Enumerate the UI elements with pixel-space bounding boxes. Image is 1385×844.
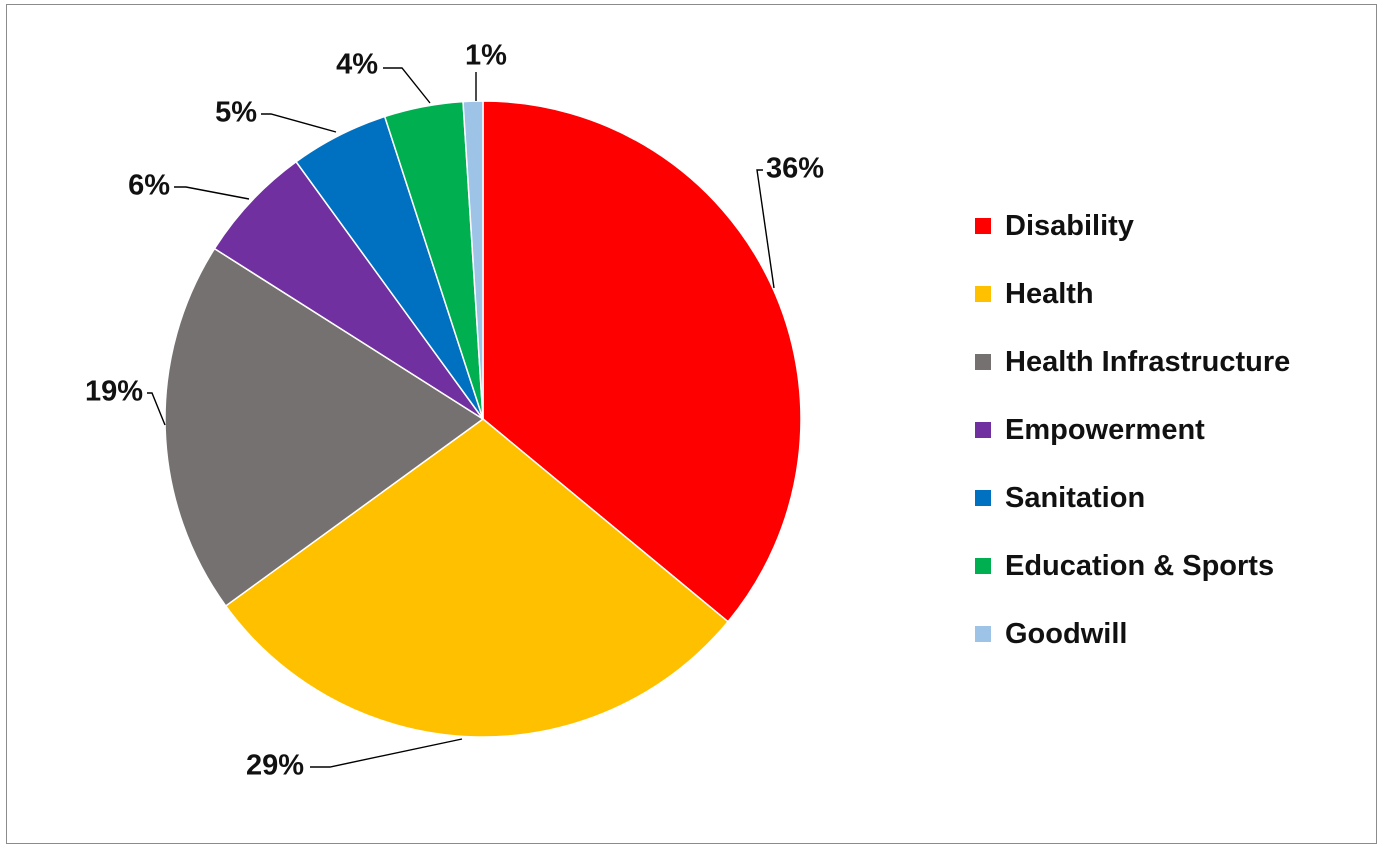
pie-slice-empowerment [213, 160, 484, 420]
leader-line-disability [756, 169, 775, 289]
pie-slice-disability [482, 100, 802, 623]
pie-slices [164, 100, 802, 738]
legend-label: Disability [1005, 209, 1134, 242]
leader-line-education-and-sports [383, 67, 431, 104]
legend-swatch [975, 286, 991, 302]
legend-label: Goodwill [1005, 617, 1128, 650]
legend-swatch [975, 558, 991, 574]
legend-swatch [975, 422, 991, 438]
legend-label: Health [1005, 277, 1094, 310]
data-label-education-and-sports: 4% [336, 49, 378, 81]
legend-label: Empowerment [1005, 413, 1205, 446]
data-label-sanitation: 5% [215, 97, 257, 129]
legend-item: Health Infrastructure [975, 328, 1290, 396]
legend-item: Goodwill [975, 600, 1290, 668]
data-labels: 36% 29% 19% 6% 5% 4% 1% [85, 40, 824, 782]
legend: Disability Health Health Infrastructure … [975, 192, 1290, 668]
legend-item: Disability [975, 192, 1290, 260]
legend-item: Health [975, 260, 1290, 328]
pie-slice-health [224, 418, 730, 738]
data-label-goodwill: 1% [465, 40, 507, 72]
leader-line-health [310, 738, 463, 768]
legend-swatch [975, 218, 991, 234]
data-label-health: 29% [246, 750, 304, 782]
leader-line-sanitation [261, 113, 337, 133]
pie-slice-health-infrastructure [164, 247, 485, 607]
legend-swatch [975, 490, 991, 506]
pie-slice-goodwill [462, 100, 484, 420]
leader-line-empowerment [174, 186, 250, 200]
leader-line-health-infrastructure [147, 392, 166, 426]
legend-item: Education & Sports [975, 532, 1290, 600]
legend-label: Health Infrastructure [1005, 345, 1291, 378]
legend-swatch [975, 354, 991, 370]
leader-lines [147, 67, 775, 768]
legend-swatch [975, 626, 991, 642]
data-label-health-infrastructure: 19% [85, 376, 143, 408]
legend-label: Sanitation [1005, 481, 1146, 514]
legend-label: Education & Sports [1005, 549, 1275, 582]
legend-item: Empowerment [975, 396, 1290, 464]
data-label-disability: 36% [766, 153, 824, 185]
data-label-empowerment: 6% [128, 170, 170, 202]
legend-item: Sanitation [975, 464, 1290, 532]
